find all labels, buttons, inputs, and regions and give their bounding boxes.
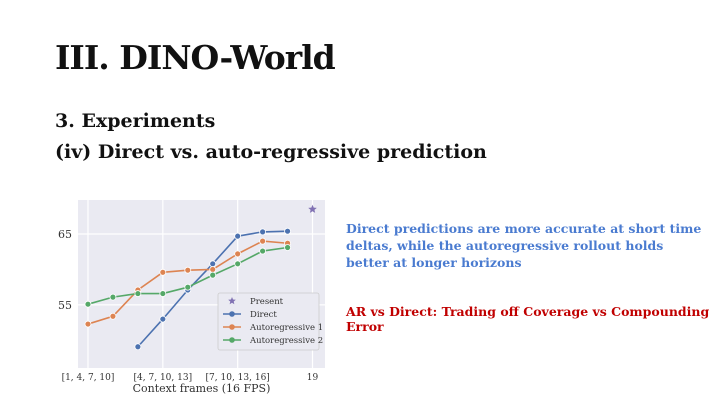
legend-label: Autoregressive 1 <box>249 323 323 333</box>
data-point-direct <box>209 260 217 268</box>
legend-label: Present <box>250 297 284 307</box>
x-tick-label: [1, 4, 7, 10] <box>62 373 115 383</box>
data-point-direct <box>234 232 242 240</box>
x-tick-label: 19 <box>307 373 319 383</box>
data-point-autoregressive-1 <box>234 250 242 258</box>
legend-marker <box>229 311 235 317</box>
data-point-autoregressive-2 <box>159 290 167 297</box>
data-point-autoregressive-2 <box>284 244 291 251</box>
data-point-direct <box>284 227 291 235</box>
y-tick-label: 65 <box>58 228 72 241</box>
x-axis-label: Context frames (16 FPS) <box>133 382 271 395</box>
data-point-autoregressive-2 <box>109 293 117 301</box>
data-point-autoregressive-1 <box>184 266 192 274</box>
data-point-autoregressive-2 <box>259 247 267 255</box>
x-tick-label: [4, 7, 10, 13] <box>134 373 193 383</box>
y-tick-label: 55 <box>58 299 72 312</box>
data-point-direct <box>259 228 267 236</box>
subsection-heading: (iv) Direct vs. auto-regressive predicti… <box>55 141 487 163</box>
data-point-autoregressive-1 <box>84 320 92 328</box>
finding-note: Direct predictions are more accurate at … <box>346 221 702 270</box>
data-point-autoregressive-1 <box>209 266 217 273</box>
data-point-direct <box>159 315 167 323</box>
data-point-autoregressive-2 <box>209 271 217 279</box>
legend-marker-present <box>228 297 236 305</box>
data-point-autoregressive-2 <box>184 283 192 291</box>
legend-marker <box>229 337 235 343</box>
legend <box>217 292 320 351</box>
data-point-autoregressive-1 <box>259 237 267 245</box>
present-marker <box>308 204 317 213</box>
data-point-autoregressive-2 <box>84 300 92 308</box>
legend-label: Direct <box>250 310 277 320</box>
legend-marker <box>229 324 235 330</box>
data-point-autoregressive-2 <box>234 260 242 268</box>
data-point-autoregressive-1 <box>109 312 117 320</box>
tradeoff-note: AR vs Direct: Trading off Coverage vs Co… <box>346 304 710 334</box>
data-point-direct <box>134 343 142 351</box>
data-point-autoregressive-2 <box>134 290 142 297</box>
section-heading: 3. Experiments <box>55 110 216 132</box>
legend-label: Autoregressive 2 <box>249 336 323 346</box>
slide-title: III. DINO-World <box>55 38 336 77</box>
data-point-autoregressive-1 <box>159 268 167 276</box>
x-tick-label: [7, 10, 13, 16] <box>206 373 270 383</box>
